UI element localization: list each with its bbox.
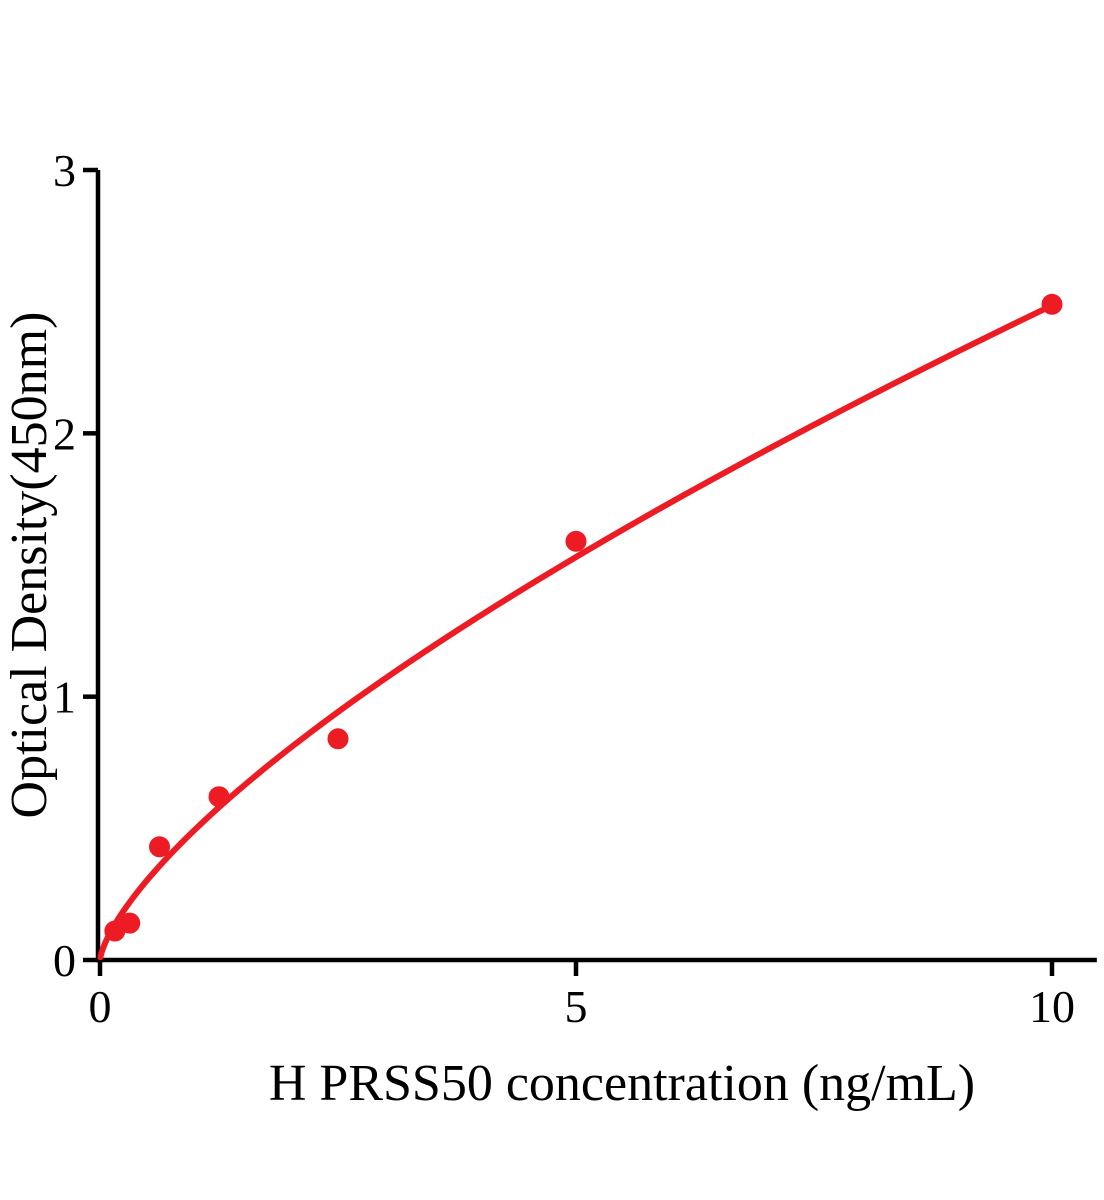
fit-curve	[97, 302, 1055, 961]
x-tick-label: 5	[565, 981, 588, 1032]
data-points-layer	[104, 293, 1063, 942]
x-tick-label: 10	[1029, 981, 1075, 1032]
data-point	[119, 912, 141, 934]
y-tick-label: 1	[53, 672, 76, 723]
data-point	[149, 836, 170, 858]
y-axis-title: Optical Density(450nm)	[1, 312, 58, 819]
x-tick-label: 0	[89, 981, 112, 1032]
y-tick-label: 0	[53, 935, 76, 986]
y-tick-label: 3	[53, 145, 76, 196]
data-point	[1041, 293, 1063, 315]
y-tick-label: 2	[53, 408, 76, 459]
data-point	[327, 728, 349, 750]
data-point	[565, 530, 587, 552]
fit-curve-layer	[97, 302, 1055, 961]
x-axis-title: H PRSS50 concentration (ng/mL)	[269, 1055, 975, 1112]
ticks-layer	[83, 167, 1055, 976]
axes-layer	[95, 170, 1097, 963]
tick-labels-layer: 0 1 2 3 0 5 10	[53, 145, 1075, 1032]
data-point	[208, 786, 230, 808]
